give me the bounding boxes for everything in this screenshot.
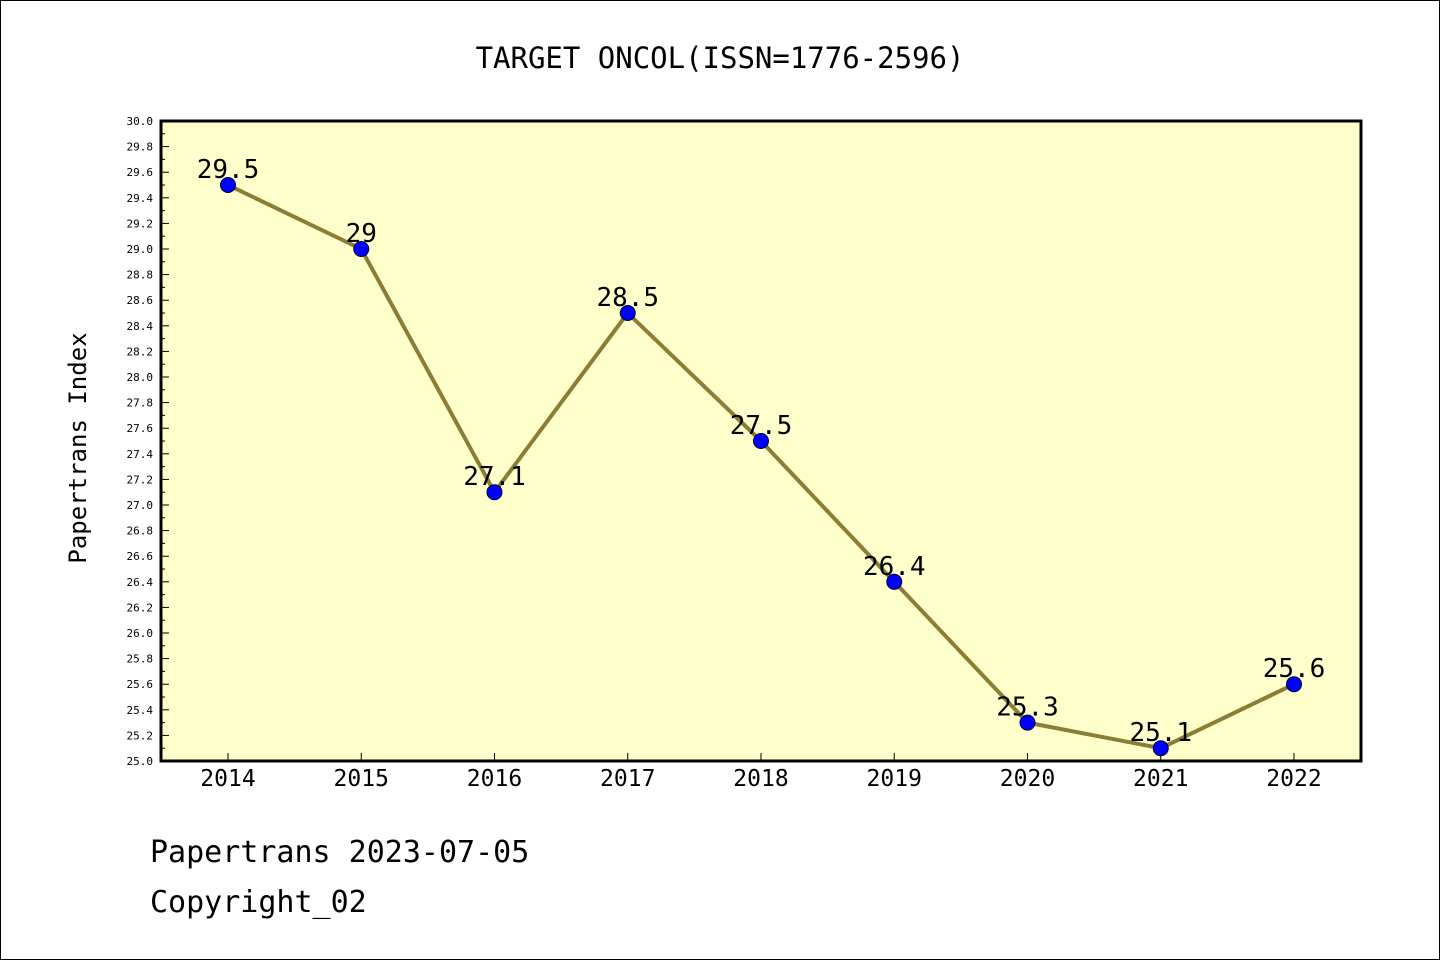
y-tick-label: 26.2 (127, 601, 154, 614)
y-tick-label: 25.4 (127, 704, 154, 717)
data-label: 25.3 (996, 693, 1059, 723)
series-markers (220, 177, 1302, 757)
y-tick-label: 28.8 (127, 269, 154, 282)
y-tick-label: 26.4 (127, 576, 154, 589)
y-tick-label: 28.4 (127, 320, 154, 333)
y-tick-label: 29.2 (127, 217, 154, 230)
data-point (220, 177, 236, 193)
y-tick-label: 29.6 (127, 166, 154, 179)
y-tick-label: 27.4 (127, 448, 154, 461)
footer-date: Papertrans 2023-07-05 (150, 835, 530, 870)
x-tick-label: 2019 (867, 766, 922, 792)
y-tick-label: 28.6 (127, 294, 154, 307)
data-labels: 29.5 29 27.1 28.5 27.5 26.4 25.3 25.1 25.6 (197, 155, 1326, 748)
y-axis-ticks (161, 120, 169, 762)
y-tick-label: 29.8 (127, 141, 154, 154)
x-tick-label: 2020 (1000, 766, 1055, 792)
data-label: 25.6 (1263, 654, 1326, 684)
data-point (886, 573, 903, 590)
data-label: 28.5 (596, 283, 659, 313)
y-tick-label: 28.0 (127, 371, 154, 384)
y-tick-label: 26.0 (127, 627, 154, 640)
y-tick-label: 30.0 (127, 115, 154, 128)
data-label: 27.1 (463, 462, 526, 492)
data-label: 29 (346, 219, 377, 249)
y-axis-label: Papertrans Index (64, 332, 92, 563)
y-tick-label: 28.2 (127, 345, 154, 358)
y-tick-label: 27.0 (127, 499, 154, 512)
y-tick-label: 25.0 (127, 755, 154, 768)
x-tick-label: 2022 (1266, 766, 1321, 792)
y-axis-tick-labels: 25.0 25.2 25.4 25.6 25.8 26.0 26.2 26.4 26.6 26.8… (127, 115, 154, 768)
data-label: 27.5 (730, 411, 793, 441)
y-tick-label: 27.2 (127, 473, 154, 486)
data-point (1286, 676, 1302, 693)
data-label: 29.5 (197, 155, 260, 185)
y-tick-label: 29.0 (127, 243, 154, 256)
x-tick-label: 2015 (334, 766, 389, 792)
y-tick-label: 26.8 (127, 525, 154, 538)
chart-title: TARGET ONCOL(ISSN=1776-2596) (476, 41, 965, 75)
data-point (1152, 740, 1169, 757)
x-axis-tick-labels: 2014 2015 2016 2017 2018 2019 2020 2021 2022 (200, 766, 1321, 792)
y-tick-label: 25.8 (127, 653, 154, 666)
data-point (753, 433, 769, 449)
footer-copyright: Copyright_02 (150, 885, 367, 920)
x-tick-label: 2016 (467, 766, 522, 792)
x-tick-label: 2014 (200, 766, 255, 792)
data-point (486, 484, 503, 501)
x-tick-label: 2021 (1133, 766, 1188, 792)
y-tick-label: 25.6 (127, 678, 154, 691)
y-tick-label: 27.8 (127, 397, 154, 410)
data-point (619, 305, 636, 321)
y-tick-label: 26.6 (127, 550, 154, 563)
data-point (1019, 714, 1036, 731)
data-point (353, 241, 370, 257)
y-tick-label: 29.4 (127, 192, 154, 205)
y-tick-label: 25.2 (127, 729, 154, 742)
data-label: 25.1 (1129, 718, 1192, 748)
x-tick-label: 2018 (733, 766, 788, 792)
data-label: 26.4 (863, 552, 926, 582)
x-tick-label: 2017 (600, 766, 655, 792)
y-tick-label: 27.6 (127, 422, 154, 435)
